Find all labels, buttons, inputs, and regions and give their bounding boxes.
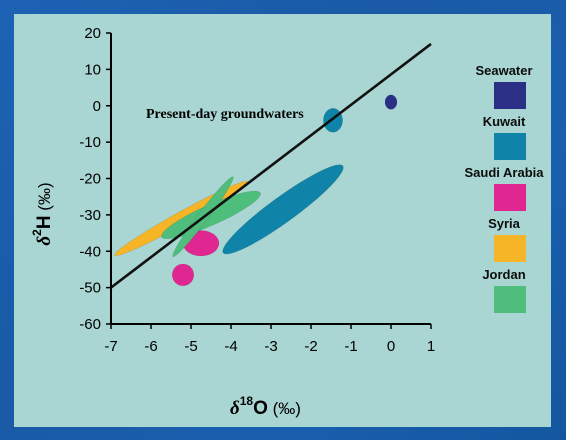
axes — [106, 32, 432, 329]
x-tick-label: -7 — [104, 338, 117, 355]
legend-swatch-syria — [494, 235, 526, 262]
chart-panel: Present-day groundwaters 20 10 0 -10 -20 -30-… — [14, 14, 551, 427]
legend-swatch-seawater — [494, 82, 526, 109]
x-tick-label: -3 — [264, 338, 277, 355]
legend-swatch-jordan — [494, 286, 526, 313]
x-tick-label: -6 — [144, 338, 157, 355]
region-saudi-arabia-2 — [171, 263, 195, 287]
x-tick-label: 0 — [387, 338, 395, 355]
present-day-groundwaters-label: Present-day groundwaters — [146, 107, 304, 122]
x-tick-label: 1 — [427, 338, 435, 355]
y-tick-label: -30 — [79, 207, 101, 224]
isotope-chart: Present-day groundwaters 20100-10-20-30-… — [30, 25, 545, 419]
y-tick-label: -60 — [79, 316, 101, 333]
x-axis-title: δ18O (‰) — [230, 394, 301, 419]
legend-label-syria: Syria — [488, 216, 521, 231]
x-tick-label: -4 — [224, 338, 237, 355]
region-kuwait-1 — [222, 164, 344, 255]
legend-label-saudi-arabia: Saudi Arabia — [465, 165, 545, 180]
legend-swatch-saudi-arabia — [494, 184, 526, 211]
y-axis-title: δ2H (‰) — [30, 182, 55, 245]
x-tick-label: -5 — [184, 338, 197, 355]
legend-swatch-kuwait — [494, 133, 526, 160]
legend: Seawater Kuwait Saudi Arabia Syria Jordan — [465, 63, 545, 313]
legend-label-kuwait: Kuwait — [483, 114, 526, 129]
y-tick-label: -10 — [79, 134, 101, 151]
y-tick-label: -50 — [79, 280, 101, 297]
y-tick-label: 10 — [84, 61, 101, 78]
y-tick-label: -20 — [79, 171, 101, 188]
x-tick-label: -2 — [304, 338, 317, 355]
data-regions — [114, 94, 398, 287]
present-day-groundwaters-line — [110, 42, 432, 289]
x-tick-label: -1 — [344, 338, 357, 355]
y-tick-label: 20 — [84, 25, 101, 42]
y-axis-title-group: δ2H (‰) — [30, 182, 55, 245]
legend-label-jordan: Jordan — [482, 267, 525, 282]
y-tick-label: -40 — [79, 243, 101, 260]
legend-label-seawater: Seawater — [475, 63, 532, 78]
y-tick-label: 0 — [93, 98, 101, 115]
region-seawater-1 — [384, 94, 398, 110]
